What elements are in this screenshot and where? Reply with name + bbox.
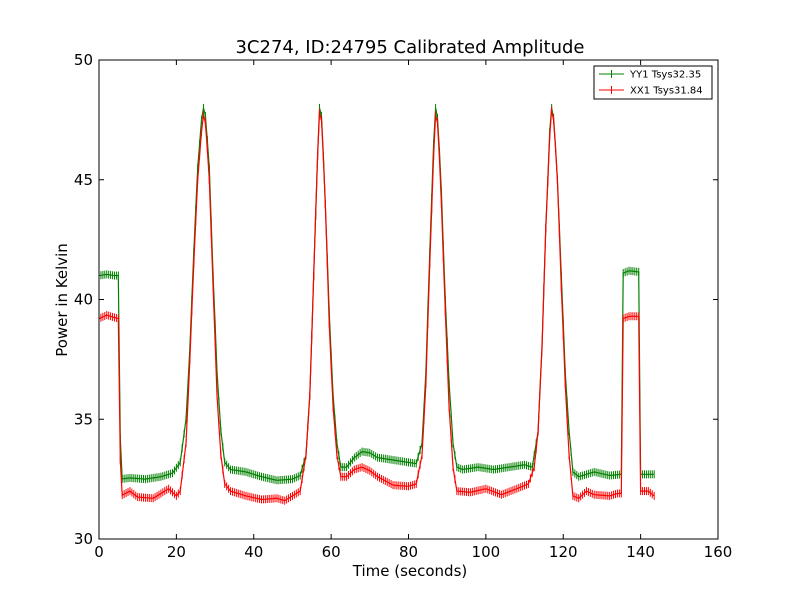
x-tick-label: 0 bbox=[94, 543, 104, 561]
y-tick-label: 50 bbox=[74, 51, 93, 69]
y-tick-label: 40 bbox=[74, 291, 93, 309]
x-tick-label: 80 bbox=[399, 543, 418, 561]
x-tick-label: 20 bbox=[167, 543, 186, 561]
x-tick-label: 140 bbox=[626, 543, 655, 561]
y-tick-label: 35 bbox=[74, 410, 93, 428]
legend: YY1 Tsys32.35 XX1 Tsys31.84 bbox=[593, 65, 713, 100]
series-layer bbox=[98, 103, 655, 505]
chart-title: 3C274, ID:24795 Calibrated Amplitude bbox=[235, 37, 584, 58]
plot-frame bbox=[98, 59, 719, 540]
y-axis-label: Power in Kelvin bbox=[53, 243, 71, 357]
x-tick-label: 60 bbox=[322, 543, 341, 561]
y-tick-label: 30 bbox=[74, 530, 93, 548]
x-tick-label: 160 bbox=[704, 543, 733, 561]
legend-label-xx1: XX1 Tsys31.84 bbox=[630, 86, 703, 97]
x-tick-label: 120 bbox=[549, 543, 578, 561]
series-xx1 bbox=[98, 106, 655, 505]
y-tick-label: 45 bbox=[74, 171, 93, 189]
x-axis-label: Time (seconds) bbox=[352, 562, 468, 580]
x-tick-label: 100 bbox=[472, 543, 501, 561]
x-tick-label: 40 bbox=[244, 543, 263, 561]
series-line bbox=[98, 110, 655, 502]
ticks-layer: 0 20 40 60 80 100 120 140 160 30 35 40 45 50 bbox=[74, 51, 732, 561]
legend-box bbox=[593, 65, 713, 100]
legend-label-yy1: YY1 Tsys32.35 bbox=[629, 70, 701, 81]
